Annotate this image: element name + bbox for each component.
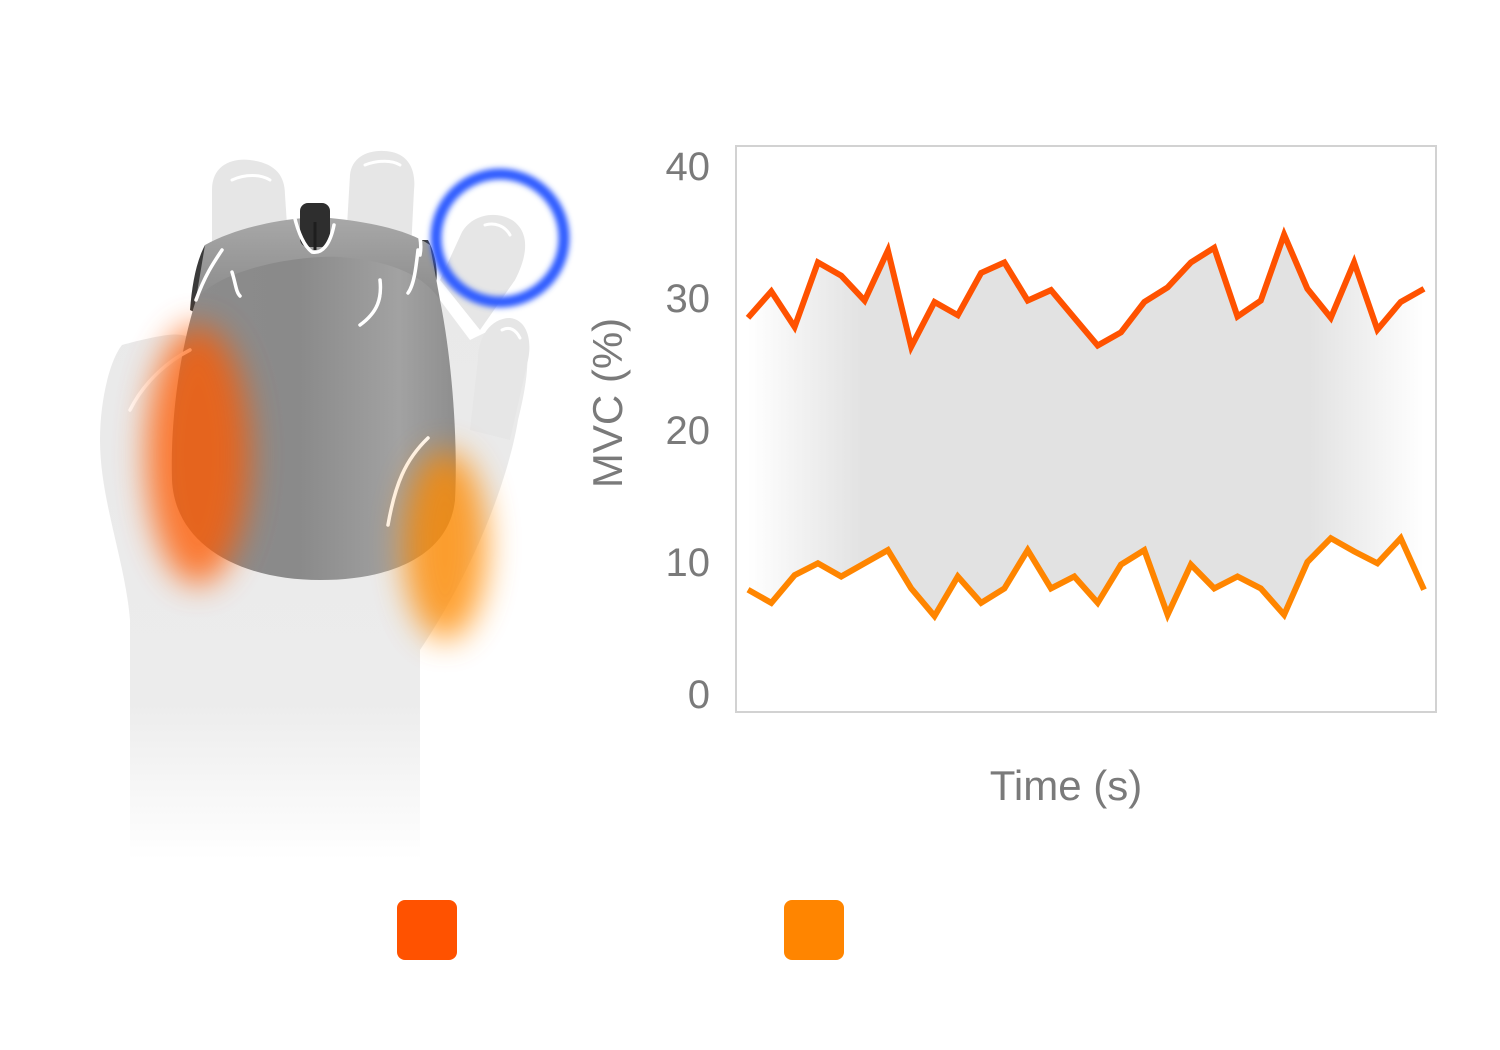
y-tick-label: 20: [666, 409, 711, 453]
finger-ring: [440, 214, 526, 330]
muscle-highlight-thenar: [146, 325, 250, 585]
y-axis-ticks: 0 10 20 30 40: [666, 145, 711, 717]
legend-swatch-lower: [784, 900, 844, 960]
range-band: [748, 234, 1424, 617]
y-tick-label: 10: [666, 541, 711, 585]
finger-outline-index: [292, 213, 336, 254]
y-axis-label: MVC (%): [584, 318, 631, 488]
mvc-line-chart: 0 10 20 30 40 MVC (%) Time (s): [584, 145, 1437, 809]
hand-mouse-illustration: [100, 150, 570, 860]
finger-little: [470, 318, 530, 440]
series-line-upper: [745, 226, 1426, 356]
legend-swatch-upper: [397, 900, 457, 960]
fingertip-highlight-ring: [430, 168, 570, 308]
y-tick-label: 0: [688, 673, 710, 717]
finger-outline-middle: [358, 236, 423, 327]
finger-outline-tips: [230, 159, 522, 340]
x-axis-label: Time (s): [990, 762, 1142, 809]
muscle-highlight-hypothenar: [403, 450, 487, 640]
finger-outline-ring: [386, 436, 430, 527]
series-line-lower: [746, 532, 1427, 623]
y-tick-label: 30: [666, 277, 711, 321]
y-tick-label: 40: [666, 145, 711, 189]
